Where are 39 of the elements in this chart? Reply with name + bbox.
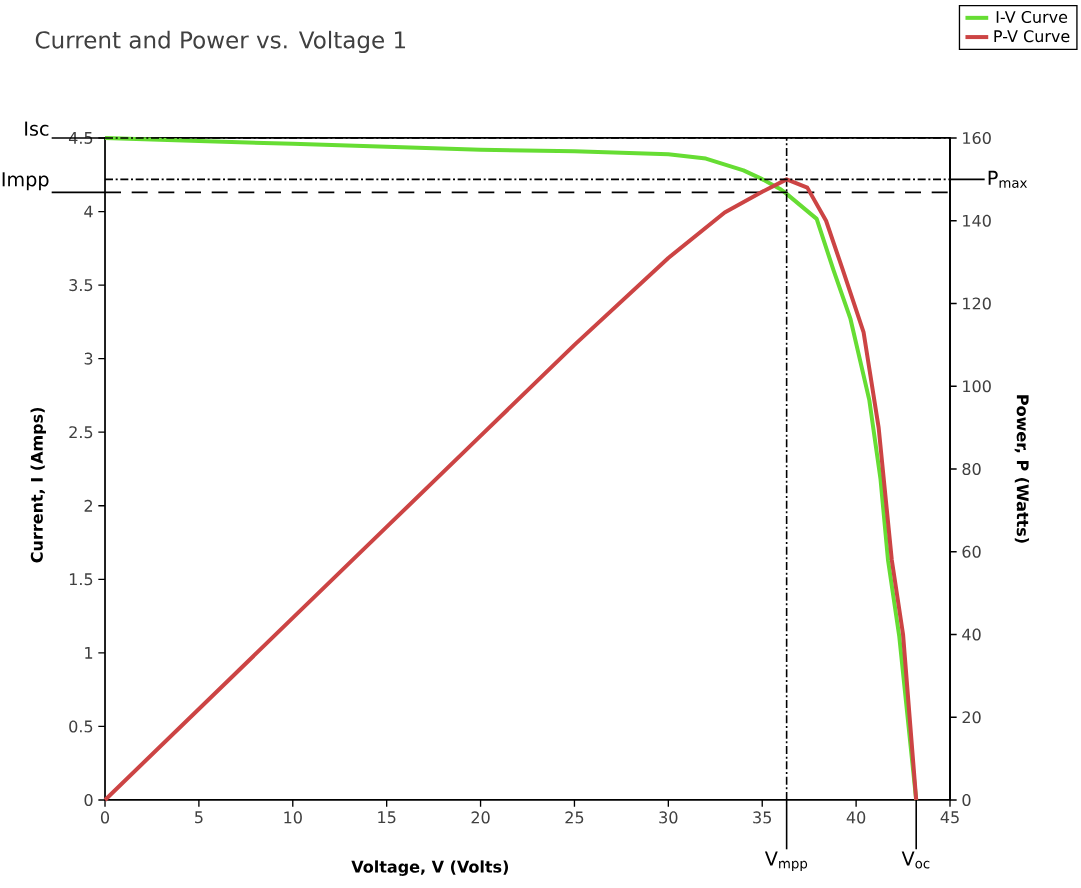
y2-tick-label: 20	[962, 711, 981, 724]
y2-tick-label: 60	[962, 545, 981, 558]
y-tick-label: 0.5	[69, 720, 93, 733]
y-tick-label: 1	[85, 647, 93, 659]
ref-line-label: V$_{oc}$	[901, 851, 930, 869]
x-tick-label: 10	[284, 811, 302, 824]
x-tick-label: 25	[565, 811, 584, 824]
y-tick-label: 1.5	[69, 573, 93, 586]
x-tick-label: 30	[659, 811, 678, 824]
x-tick-label: 40	[846, 811, 866, 824]
y2-tick-label: 80	[962, 462, 981, 476]
y2-tick-label: 140	[963, 214, 991, 227]
y-tick-label: 2	[84, 499, 93, 512]
ref-line-label: Impp	[2, 172, 49, 191]
x-tick-label: 45	[940, 811, 959, 824]
legend-label: I-V Curve	[996, 10, 1068, 24]
x-tick-label: 0	[100, 811, 110, 824]
y2-tick-label: 120	[963, 297, 991, 310]
ref-line-label: V$_{mpp}$	[764, 851, 808, 872]
y-tick-label: 2.5	[69, 426, 93, 439]
y-axis-title: Current, I (Amps)	[30, 407, 46, 563]
y-tick-label: 3.5	[69, 279, 93, 292]
y2-tick-label: 160	[963, 131, 991, 145]
x-tick-label: 35	[753, 811, 771, 824]
ref-line-label: Isc	[25, 121, 49, 136]
x-tick-label: 15	[378, 811, 396, 824]
y-tick-label: 3	[84, 352, 93, 365]
y2-tick-label: 40	[962, 628, 981, 641]
x-axis-title: Voltage, V (Volts)	[351, 860, 509, 876]
ref-line-label: P$_{max}$	[988, 170, 1027, 188]
y2-tick-label: 100	[963, 380, 991, 393]
chart-title: Current and Power vs. Voltage 1	[35, 30, 406, 54]
legend-label: P-V Curve	[994, 30, 1070, 43]
y2-axis-title: Power, P (Watts)	[1014, 395, 1030, 543]
x-tick-label: 20	[471, 811, 490, 824]
y-tick-label: 0	[84, 793, 93, 807]
y2-tick-label: 0	[962, 793, 971, 807]
y-tick-label: 4	[84, 205, 93, 218]
x-tick-label: 5	[195, 811, 203, 824]
